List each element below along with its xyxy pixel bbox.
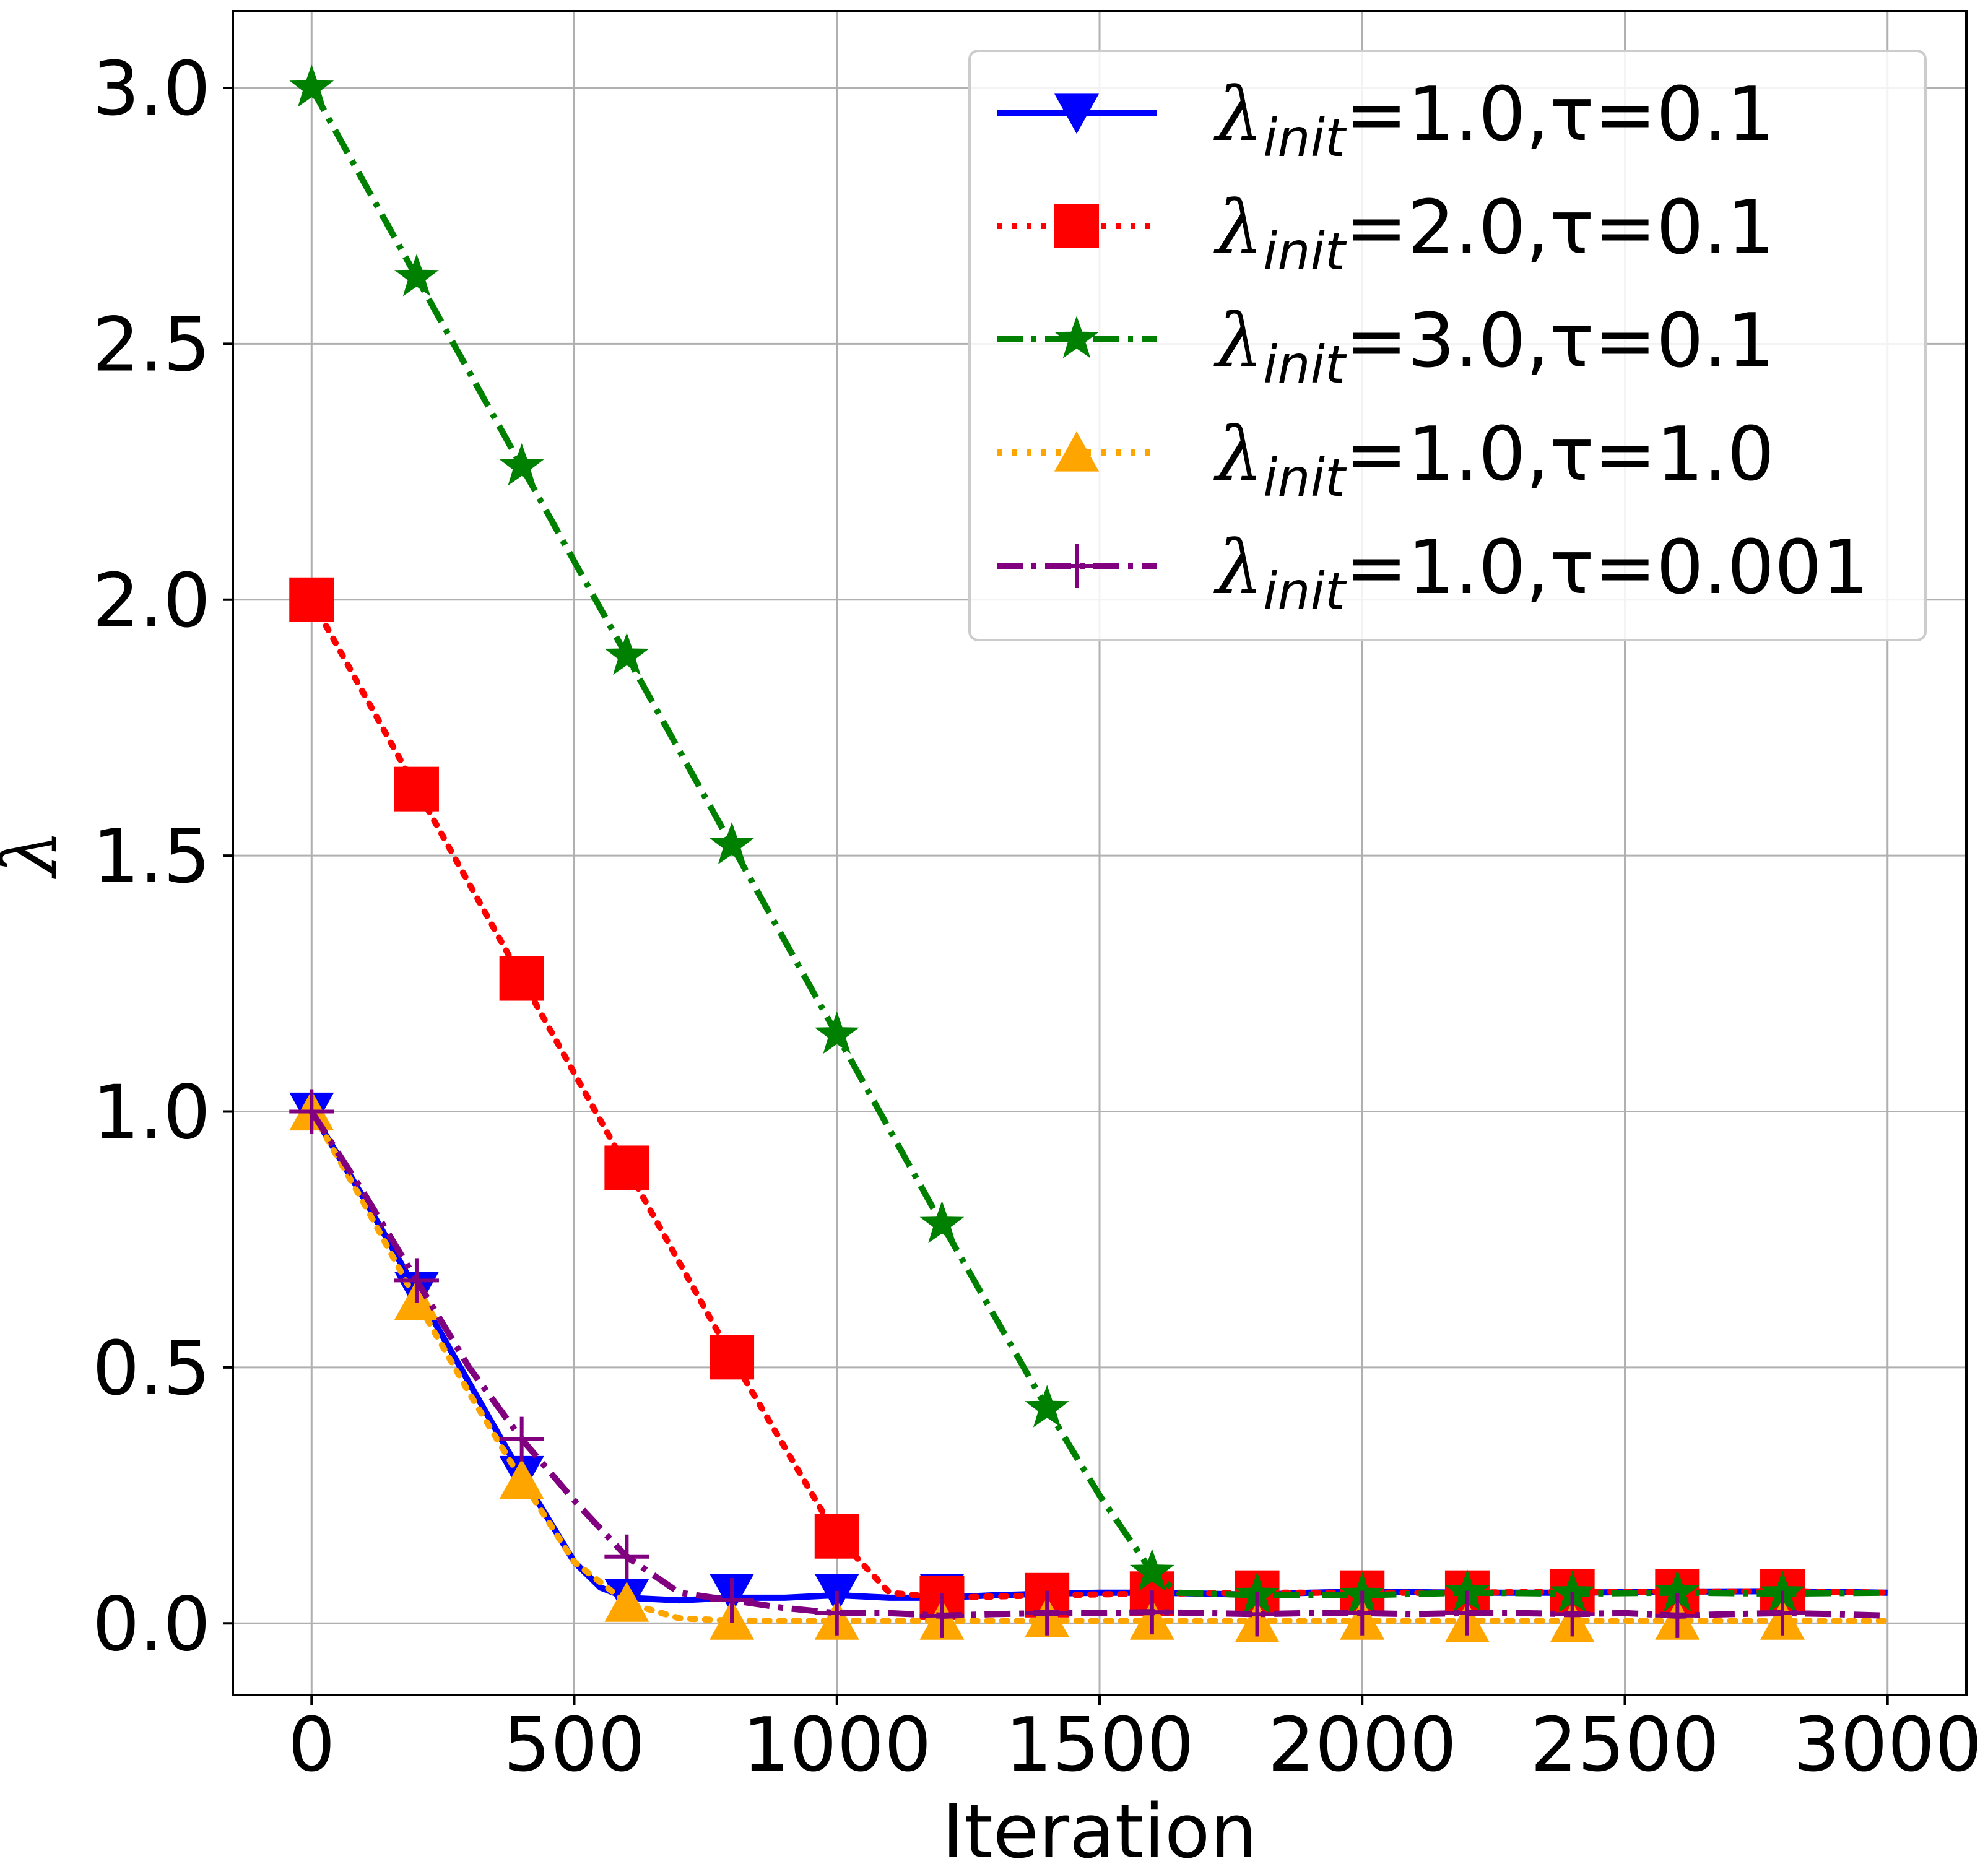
legend-entry: λinit=1.0,τ=1.0 xyxy=(997,412,1774,508)
data-point xyxy=(289,64,334,107)
ticks: 0 500 1000 1500 2000 2500 3000 0.0 0.5 1.0 1.5 2.0 2… xyxy=(92,46,1982,1788)
legend-entry: λinit=2.0,τ=0.1 xyxy=(997,185,1774,282)
data-point xyxy=(1025,1590,1070,1636)
y-tick-label: 2.5 xyxy=(92,302,211,388)
legend-marker xyxy=(1054,204,1099,248)
data-point xyxy=(1760,1590,1805,1636)
data-point xyxy=(289,577,334,622)
data-point xyxy=(814,1514,859,1559)
data-point xyxy=(919,1593,965,1638)
data-point xyxy=(710,1578,755,1623)
data-point xyxy=(289,1089,334,1134)
y-tick-label: 3.0 xyxy=(92,46,211,132)
data-point xyxy=(604,1581,649,1622)
data-point xyxy=(1235,1592,1280,1637)
legend-marker xyxy=(1054,316,1099,358)
data-point xyxy=(1550,1570,1595,1613)
data-point xyxy=(814,1590,859,1636)
legend-label: λinit=1.0,τ=1.0 xyxy=(1213,412,1774,508)
y-tick-label: 1.0 xyxy=(92,1070,211,1156)
y-tick-label: 0.0 xyxy=(92,1582,211,1668)
data-point xyxy=(919,1200,965,1243)
data-point xyxy=(604,632,649,675)
series-1 xyxy=(289,1092,1888,1619)
legend-entry: λinit=1.0,τ=0.1 xyxy=(997,72,1774,168)
legend-marker xyxy=(1054,93,1099,134)
legend-label: λinit=1.0,τ=0.001 xyxy=(1213,525,1869,622)
data-point xyxy=(499,1416,544,1462)
x-tick-label: 2000 xyxy=(1268,1702,1457,1788)
series-line xyxy=(308,1108,1891,1624)
data-point xyxy=(499,443,544,486)
x-tick-label: 0 xyxy=(288,1702,335,1788)
legend-label: λinit=1.0,τ=0.1 xyxy=(1213,72,1774,168)
series-4 xyxy=(289,1090,1891,1642)
data-point xyxy=(710,1335,755,1380)
series-layer xyxy=(289,64,1891,1642)
x-axis-title: Iteration xyxy=(942,1789,1257,1864)
data-point xyxy=(1550,1592,1595,1637)
x-tick-label: 1000 xyxy=(742,1702,931,1788)
data-point xyxy=(1025,1385,1070,1428)
data-point xyxy=(604,1145,649,1190)
y-tick-label: 1.5 xyxy=(92,814,211,900)
legend: λinit=1.0,τ=0.1 λinit=2.0,τ=0.1 λinit=3.0,… xyxy=(968,50,1927,641)
data-point xyxy=(1655,1569,1700,1612)
data-point xyxy=(1445,1569,1490,1612)
y-axis-title: λ xyxy=(0,830,74,879)
y-tick-label: 0.5 xyxy=(92,1326,211,1412)
legend-label: λinit=3.0,τ=0.1 xyxy=(1213,298,1774,395)
data-point xyxy=(1444,1590,1490,1636)
series-5 xyxy=(289,1089,1888,1638)
data-point xyxy=(1340,1590,1385,1636)
data-point xyxy=(1129,1590,1174,1635)
data-point xyxy=(394,766,439,812)
legend-box xyxy=(968,50,1927,641)
x-tick-label: 1500 xyxy=(1005,1702,1194,1788)
x-tick-label: 500 xyxy=(503,1702,645,1788)
data-point xyxy=(394,254,439,297)
legend-marker xyxy=(1054,431,1099,472)
series-line xyxy=(308,86,1888,1598)
data-point xyxy=(394,1258,439,1303)
legend-entry: λinit=1.0,τ=0.001 xyxy=(997,525,1869,622)
data-point xyxy=(1129,1548,1174,1592)
legend-label: λinit=2.0,τ=0.1 xyxy=(1213,185,1774,282)
legend-entry: λinit=3.0,τ=0.1 xyxy=(997,298,1774,395)
data-point xyxy=(499,956,544,1001)
y-tick-label: 2.0 xyxy=(92,558,211,644)
data-point xyxy=(604,1534,649,1579)
data-point xyxy=(814,1011,859,1054)
series-line xyxy=(309,1109,1888,1619)
data-point xyxy=(499,1459,544,1499)
data-point xyxy=(710,821,754,865)
x-tick-label: 3000 xyxy=(1793,1702,1982,1788)
x-tick-label: 2500 xyxy=(1530,1702,1719,1788)
legend-marker xyxy=(1054,544,1099,588)
data-point xyxy=(1655,1593,1700,1638)
